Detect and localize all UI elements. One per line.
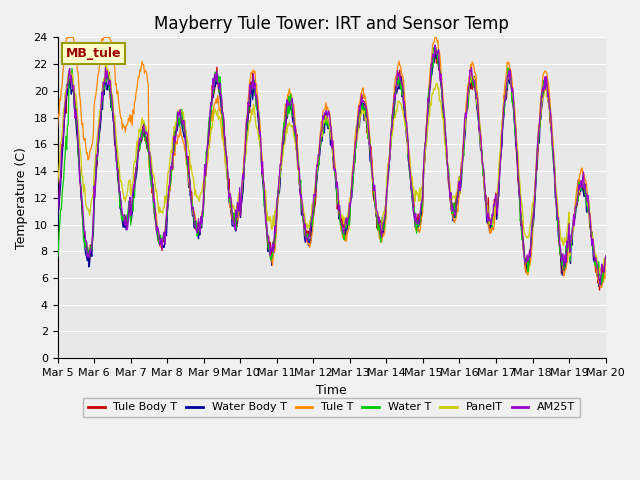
Legend: Tule Body T, Water Body T, Tule T, Water T, PanelT, AM25T: Tule Body T, Water Body T, Tule T, Water… bbox=[83, 398, 580, 417]
Text: MB_tule: MB_tule bbox=[66, 47, 121, 60]
Y-axis label: Temperature (C): Temperature (C) bbox=[15, 147, 28, 249]
X-axis label: Time: Time bbox=[316, 384, 347, 396]
Title: Mayberry Tule Tower: IRT and Sensor Temp: Mayberry Tule Tower: IRT and Sensor Temp bbox=[154, 15, 509, 33]
